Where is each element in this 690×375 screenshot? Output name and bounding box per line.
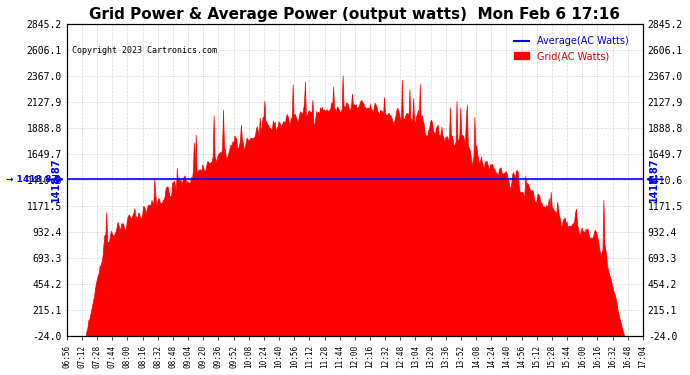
Title: Grid Power & Average Power (output watts)  Mon Feb 6 17:16: Grid Power & Average Power (output watts… xyxy=(89,7,620,22)
Legend: Average(AC Watts), Grid(AC Watts): Average(AC Watts), Grid(AC Watts) xyxy=(511,33,632,65)
Text: 1418.87: 1418.87 xyxy=(51,157,61,201)
Text: Copyright 2023 Cartronics.com: Copyright 2023 Cartronics.com xyxy=(72,46,217,55)
Text: → 1418.87: → 1418.87 xyxy=(6,175,58,184)
Text: 1418.87: 1418.87 xyxy=(649,157,659,201)
